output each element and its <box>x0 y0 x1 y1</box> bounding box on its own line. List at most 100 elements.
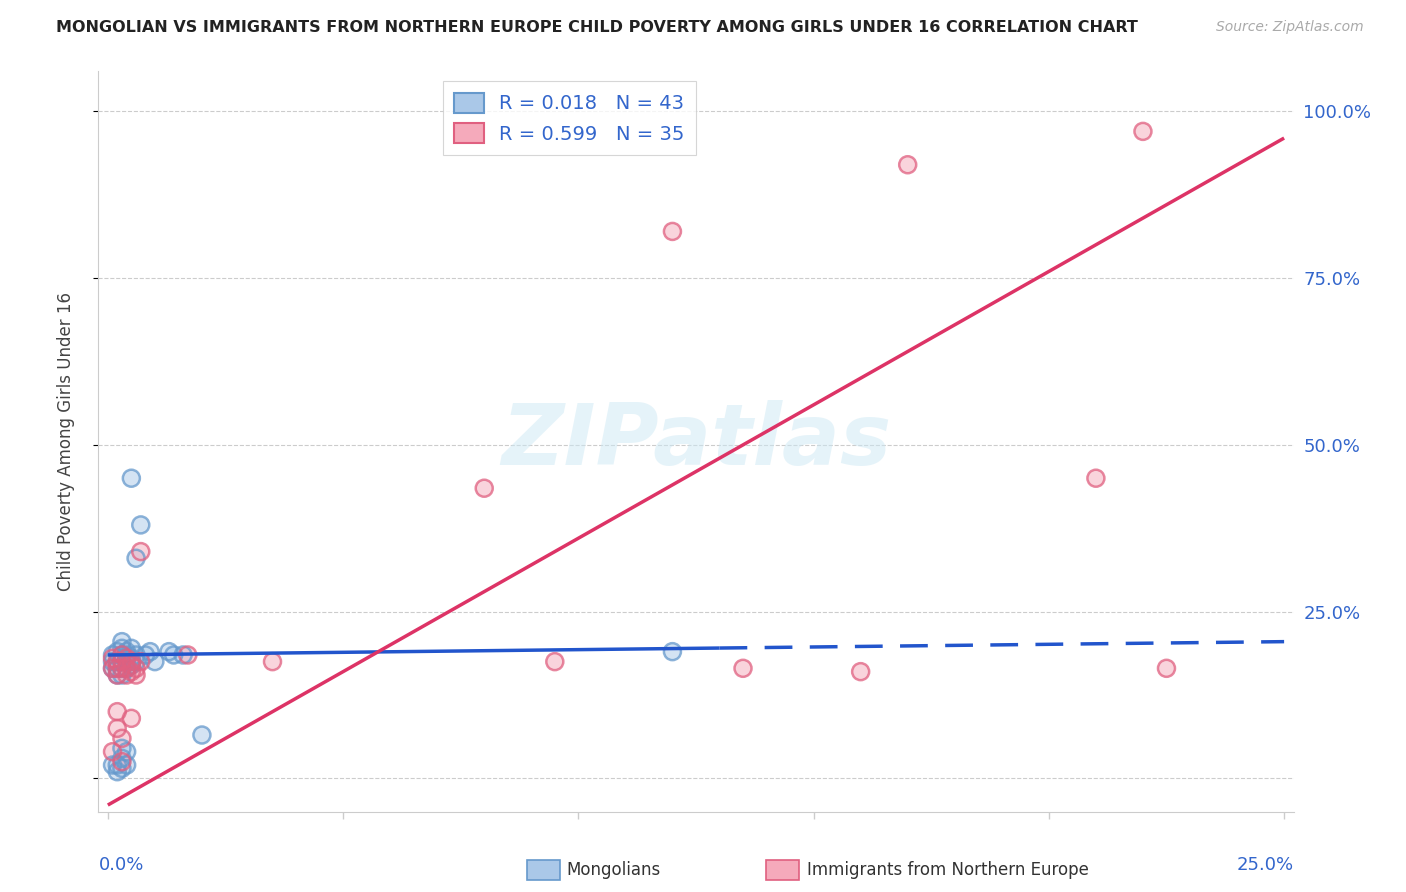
Point <box>849 665 872 679</box>
Point <box>115 745 138 759</box>
Point <box>125 551 148 566</box>
Point <box>125 655 148 669</box>
Point <box>120 657 142 672</box>
Point <box>120 471 142 485</box>
Point <box>115 661 138 675</box>
Point <box>115 648 138 662</box>
Point <box>105 668 128 682</box>
Point <box>163 648 186 662</box>
Point <box>120 711 142 725</box>
Point <box>472 481 495 495</box>
Point <box>101 651 124 665</box>
Point <box>129 544 152 558</box>
Point <box>849 665 872 679</box>
Point <box>115 745 138 759</box>
Point <box>105 661 128 675</box>
Point <box>125 648 148 662</box>
Text: MONGOLIAN VS IMMIGRANTS FROM NORTHERN EUROPE CHILD POVERTY AMONG GIRLS UNDER 16 : MONGOLIAN VS IMMIGRANTS FROM NORTHERN EU… <box>56 20 1137 35</box>
Point <box>105 661 128 675</box>
Point <box>120 655 142 669</box>
Point <box>111 731 134 746</box>
Point <box>111 755 134 769</box>
Point <box>120 665 142 679</box>
Point <box>472 481 495 495</box>
Point <box>120 651 142 665</box>
Point <box>115 655 138 669</box>
Point <box>125 655 148 669</box>
Point <box>262 655 284 669</box>
Point <box>111 741 134 756</box>
Point <box>105 661 128 675</box>
Point <box>125 648 148 662</box>
Point <box>105 645 128 659</box>
Point <box>105 661 128 675</box>
Point <box>661 645 683 659</box>
Point <box>111 634 134 648</box>
Point <box>120 665 142 679</box>
Point <box>115 668 138 682</box>
Point <box>120 711 142 725</box>
Point <box>105 655 128 669</box>
Point <box>1132 124 1154 138</box>
Point <box>897 158 920 172</box>
Point <box>105 722 128 736</box>
Point <box>115 648 138 662</box>
Point <box>544 655 567 669</box>
Point <box>111 755 134 769</box>
Point <box>120 641 142 656</box>
Point <box>262 655 284 669</box>
Point <box>120 657 142 672</box>
Point <box>115 645 138 659</box>
Text: Immigrants from Northern Europe: Immigrants from Northern Europe <box>807 861 1088 879</box>
Point <box>101 758 124 772</box>
Point <box>143 655 166 669</box>
Point <box>115 651 138 665</box>
Point <box>111 661 134 675</box>
Point <box>1156 661 1178 675</box>
Point <box>105 655 128 669</box>
Point <box>120 657 142 672</box>
Point <box>661 645 683 659</box>
Point <box>115 661 138 675</box>
Point <box>105 758 128 772</box>
Point <box>101 651 124 665</box>
Point <box>172 648 194 662</box>
Point <box>101 648 124 662</box>
Point <box>177 648 200 662</box>
Point <box>105 705 128 719</box>
Text: Source: ZipAtlas.com: Source: ZipAtlas.com <box>1216 20 1364 34</box>
Point <box>101 661 124 675</box>
Point <box>111 655 134 669</box>
Point <box>172 648 194 662</box>
Point <box>120 641 142 656</box>
Point <box>163 648 186 662</box>
Point <box>120 655 142 669</box>
Text: ZIPatlas: ZIPatlas <box>501 400 891 483</box>
Point <box>111 648 134 662</box>
Point <box>897 158 920 172</box>
Point <box>129 544 152 558</box>
Point <box>101 661 124 675</box>
Point <box>661 224 683 238</box>
Point <box>125 668 148 682</box>
Point <box>120 655 142 669</box>
Point <box>129 655 152 669</box>
Text: 0.0%: 0.0% <box>98 856 143 874</box>
Point <box>111 641 134 656</box>
Point <box>120 471 142 485</box>
Point <box>111 668 134 682</box>
Point <box>105 655 128 669</box>
Point <box>115 651 138 665</box>
Point <box>129 517 152 532</box>
Point <box>105 668 128 682</box>
Point <box>111 655 134 669</box>
Point <box>1084 471 1107 485</box>
Point <box>661 224 683 238</box>
Point <box>139 645 162 659</box>
Point <box>111 661 134 675</box>
Text: Mongolians: Mongolians <box>567 861 661 879</box>
Point <box>1132 124 1154 138</box>
Point <box>120 651 142 665</box>
Point <box>731 661 754 675</box>
Point <box>139 645 162 659</box>
